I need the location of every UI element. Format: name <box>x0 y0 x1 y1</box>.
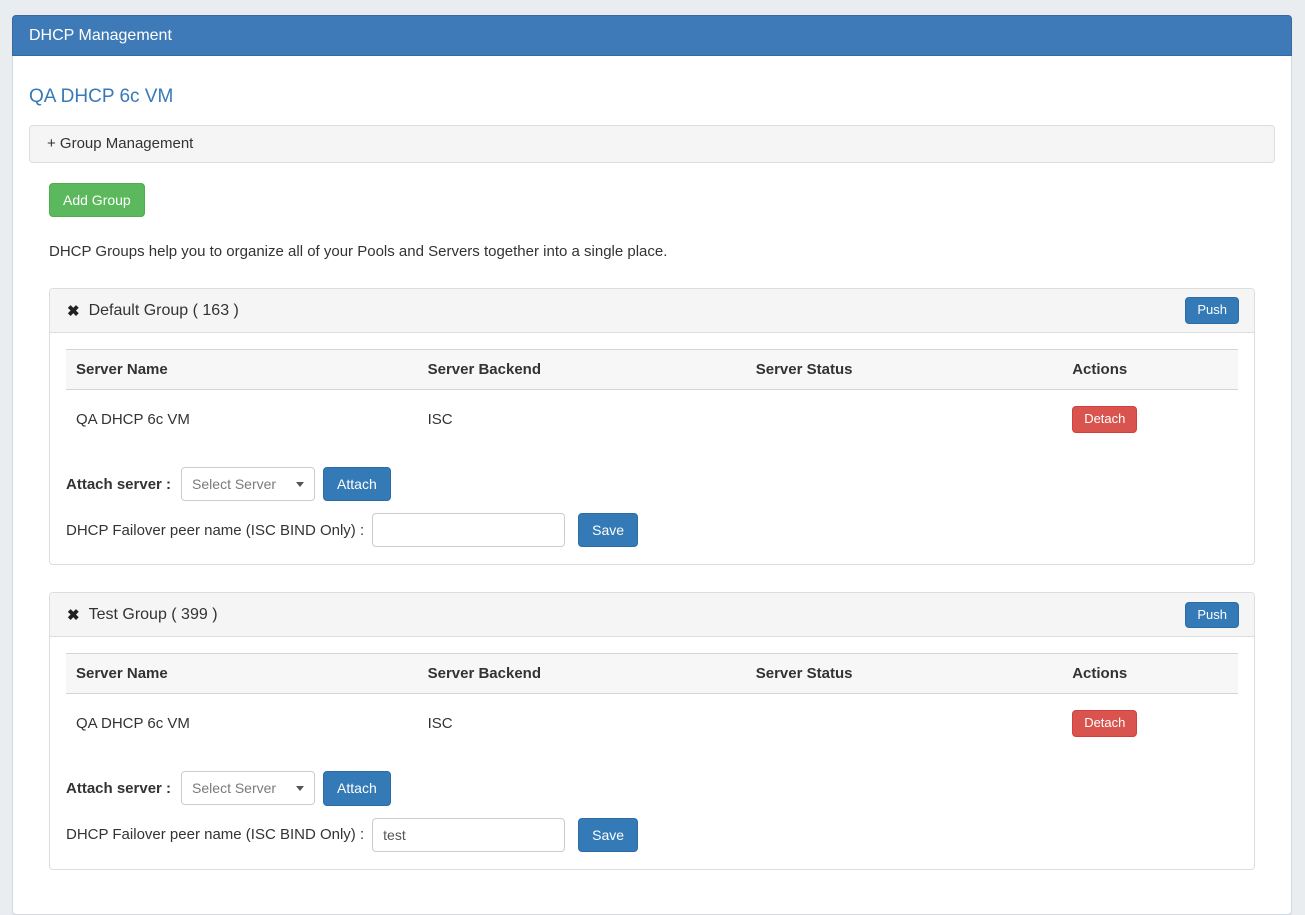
group-panel-default: ✖ Default Group ( 163 ) Push Server Name… <box>49 288 1255 566</box>
group-management-description: DHCP Groups help you to organize all of … <box>49 243 668 261</box>
column-header-server-status: Server Status <box>745 653 1063 695</box>
server-table: Server Name Server Backend Server Status… <box>66 653 1238 754</box>
panel-title: DHCP Management <box>29 27 172 44</box>
dhcp-management-panel: DHCP Management QA DHCP 6c VM + Group Ma… <box>12 15 1292 915</box>
save-button[interactable]: Save <box>578 513 639 548</box>
attach-server-row: Attach server : Select Server Attach <box>66 771 1238 806</box>
page-title: QA DHCP 6c VM <box>29 86 174 107</box>
attach-server-label: Attach server : <box>66 779 172 797</box>
failover-label: DHCP Failover peer name (ISC BIND Only) … <box>66 521 365 539</box>
save-button[interactable]: Save <box>578 817 639 852</box>
table-row: QA DHCP 6c VM ISC Detach <box>66 390 1238 450</box>
server-select[interactable]: Select Server <box>181 771 316 806</box>
group-management-heading-label: + Group Management <box>47 135 194 152</box>
server-name-cell: QA DHCP 6c VM <box>76 411 190 429</box>
group-panel-test: ✖ Test Group ( 399 ) Push Server Name Se… <box>49 592 1255 870</box>
push-button[interactable]: Push <box>1185 601 1239 629</box>
server-backend-cell: ISC <box>427 411 453 429</box>
detach-button[interactable]: Detach <box>1072 406 1138 434</box>
failover-row: DHCP Failover peer name (ISC BIND Only) … <box>66 817 1238 852</box>
push-button[interactable]: Push <box>1185 297 1239 325</box>
detach-button[interactable]: Detach <box>1072 710 1138 738</box>
group-management-body: Add Group DHCP Groups help you to organi… <box>29 163 1275 870</box>
remove-group-icon[interactable]: ✖ <box>67 302 80 320</box>
table-header-row: Server Name Server Backend Server Status… <box>66 349 1238 391</box>
failover-peer-name-input[interactable] <box>372 513 566 548</box>
failover-peer-name-input[interactable] <box>372 817 566 852</box>
server-actions-cell: Detach <box>1062 694 1238 754</box>
server-select[interactable]: Select Server <box>181 467 316 502</box>
attach-server-row: Attach server : Select Server Attach <box>66 467 1238 502</box>
remove-group-icon[interactable]: ✖ <box>67 606 80 624</box>
server-status-cell <box>746 390 1062 450</box>
group-name-label: Default Group ( 163 ) <box>88 301 239 319</box>
column-header-server-name: Server Name <box>66 349 418 391</box>
column-header-actions: Actions <box>1062 653 1238 695</box>
server-actions-cell: Detach <box>1062 390 1238 450</box>
group-body-default: Server Name Server Backend Server Status… <box>50 333 1254 564</box>
panel-body: QA DHCP 6c VM + Group Management Add Gro… <box>13 56 1291 913</box>
attach-server-label: Attach server : <box>66 475 172 493</box>
column-header-server-backend: Server Backend <box>417 349 746 391</box>
failover-label: DHCP Failover peer name (ISC BIND Only) … <box>66 826 365 844</box>
server-status-cell <box>746 694 1062 754</box>
group-header-test: ✖ Test Group ( 399 ) Push <box>50 593 1254 638</box>
panel-title-bar: DHCP Management <box>12 15 1292 56</box>
table-row: QA DHCP 6c VM ISC Detach <box>66 694 1238 754</box>
server-name-cell: QA DHCP 6c VM <box>76 715 190 733</box>
group-title-default: ✖ Default Group ( 163 ) <box>67 302 239 320</box>
column-header-server-status: Server Status <box>745 349 1063 391</box>
server-backend-cell: ISC <box>427 715 453 733</box>
server-select-wrap: Select Server <box>181 467 316 502</box>
column-header-server-name: Server Name <box>66 653 418 695</box>
add-group-button[interactable]: Add Group <box>49 183 145 218</box>
group-header-default: ✖ Default Group ( 163 ) Push <box>50 289 1254 334</box>
attach-button[interactable]: Attach <box>323 467 391 502</box>
column-header-actions: Actions <box>1062 349 1238 391</box>
group-management-heading[interactable]: + Group Management <box>29 125 1275 163</box>
column-header-server-backend: Server Backend <box>417 653 746 695</box>
group-title-test: ✖ Test Group ( 399 ) <box>67 606 218 624</box>
failover-row: DHCP Failover peer name (ISC BIND Only) … <box>66 513 1238 548</box>
group-name-label: Test Group ( 399 ) <box>88 605 218 623</box>
attach-button[interactable]: Attach <box>323 771 391 806</box>
group-body-test: Server Name Server Backend Server Status… <box>50 637 1254 868</box>
table-header-row: Server Name Server Backend Server Status… <box>66 653 1238 695</box>
server-table: Server Name Server Backend Server Status… <box>66 349 1238 450</box>
server-select-wrap: Select Server <box>181 771 316 806</box>
